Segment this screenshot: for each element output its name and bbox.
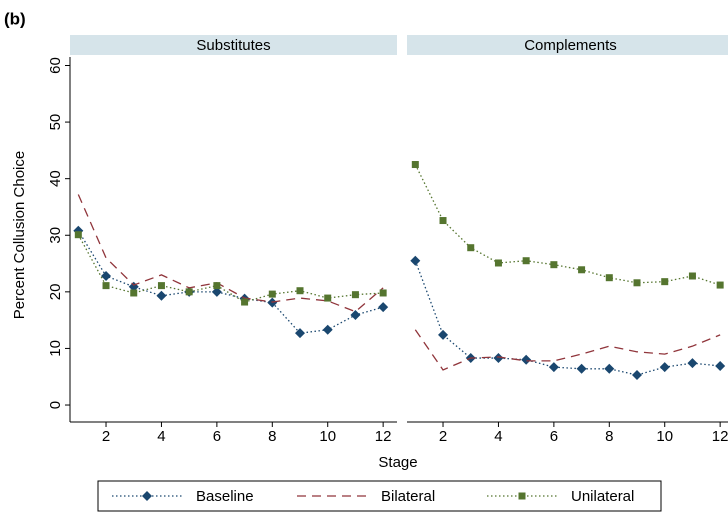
series-line xyxy=(77,194,384,313)
panel-header xyxy=(407,35,728,55)
marker xyxy=(661,278,669,286)
marker xyxy=(578,266,586,274)
marker xyxy=(268,290,276,298)
y-tick-label: 50 xyxy=(47,114,64,131)
marker xyxy=(659,362,670,373)
marker xyxy=(518,492,526,500)
marker xyxy=(439,217,447,225)
figure-label: (b) xyxy=(4,9,26,28)
x-tick-label: 8 xyxy=(605,428,613,445)
marker xyxy=(142,491,152,501)
marker xyxy=(102,282,110,290)
marker xyxy=(296,287,304,295)
panel-title: Substitutes xyxy=(196,37,270,54)
marker xyxy=(185,288,193,296)
marker xyxy=(716,281,724,289)
x-tick-label: 12 xyxy=(712,428,728,445)
marker xyxy=(522,257,530,265)
x-tick-label: 2 xyxy=(439,428,447,445)
legend-label: Unilateral xyxy=(571,488,634,505)
marker xyxy=(715,360,726,371)
x-tick-label: 10 xyxy=(656,428,673,445)
marker xyxy=(438,329,449,340)
panel-title: Complements xyxy=(524,37,617,54)
y-tick-label: 20 xyxy=(47,284,64,301)
marker xyxy=(494,259,502,267)
marker xyxy=(467,244,475,252)
marker xyxy=(379,289,387,297)
x-tick-label: 8 xyxy=(268,428,276,445)
series-line xyxy=(414,329,721,371)
marker xyxy=(521,354,532,365)
marker xyxy=(576,363,587,374)
marker xyxy=(605,274,613,282)
x-tick-label: 4 xyxy=(494,428,502,445)
x-tick-label: 12 xyxy=(375,428,392,445)
marker xyxy=(687,358,698,369)
marker xyxy=(548,362,559,373)
y-axis-label: Percent Collusion Choice xyxy=(11,151,28,319)
x-tick-label: 6 xyxy=(550,428,558,445)
marker xyxy=(324,294,332,302)
marker xyxy=(130,289,138,297)
marker xyxy=(378,302,389,313)
series-line xyxy=(414,260,721,376)
series-line xyxy=(414,164,721,286)
marker xyxy=(411,161,419,169)
y-tick-label: 30 xyxy=(47,227,64,244)
marker xyxy=(156,290,167,301)
marker xyxy=(351,291,359,299)
marker xyxy=(157,282,165,290)
marker xyxy=(550,261,558,269)
legend-box xyxy=(97,480,662,512)
marker xyxy=(213,282,221,290)
marker xyxy=(410,255,421,266)
series-line xyxy=(77,230,384,334)
x-tick-label: 6 xyxy=(213,428,221,445)
series-line xyxy=(77,234,384,303)
marker xyxy=(350,310,361,321)
marker xyxy=(211,286,222,297)
marker xyxy=(101,271,112,281)
y-tick-label: 10 xyxy=(47,340,64,357)
x-tick-label: 2 xyxy=(102,428,110,445)
y-tick-label: 40 xyxy=(47,170,64,187)
x-tick-label: 4 xyxy=(157,428,165,445)
marker xyxy=(322,324,333,335)
marker xyxy=(295,328,306,339)
marker xyxy=(633,279,641,287)
panel-header xyxy=(70,35,397,55)
marker xyxy=(604,363,615,374)
x-tick-label: 10 xyxy=(319,428,336,445)
x-axis-label: Stage xyxy=(378,454,417,471)
marker xyxy=(493,353,504,364)
legend-label: Bilateral xyxy=(381,488,435,505)
y-tick-label: 60 xyxy=(47,57,64,74)
marker xyxy=(241,298,249,306)
legend-label: Baseline xyxy=(196,488,254,505)
marker xyxy=(74,231,82,239)
marker xyxy=(688,272,696,280)
marker xyxy=(632,370,643,381)
y-tick-label: 0 xyxy=(47,401,64,409)
